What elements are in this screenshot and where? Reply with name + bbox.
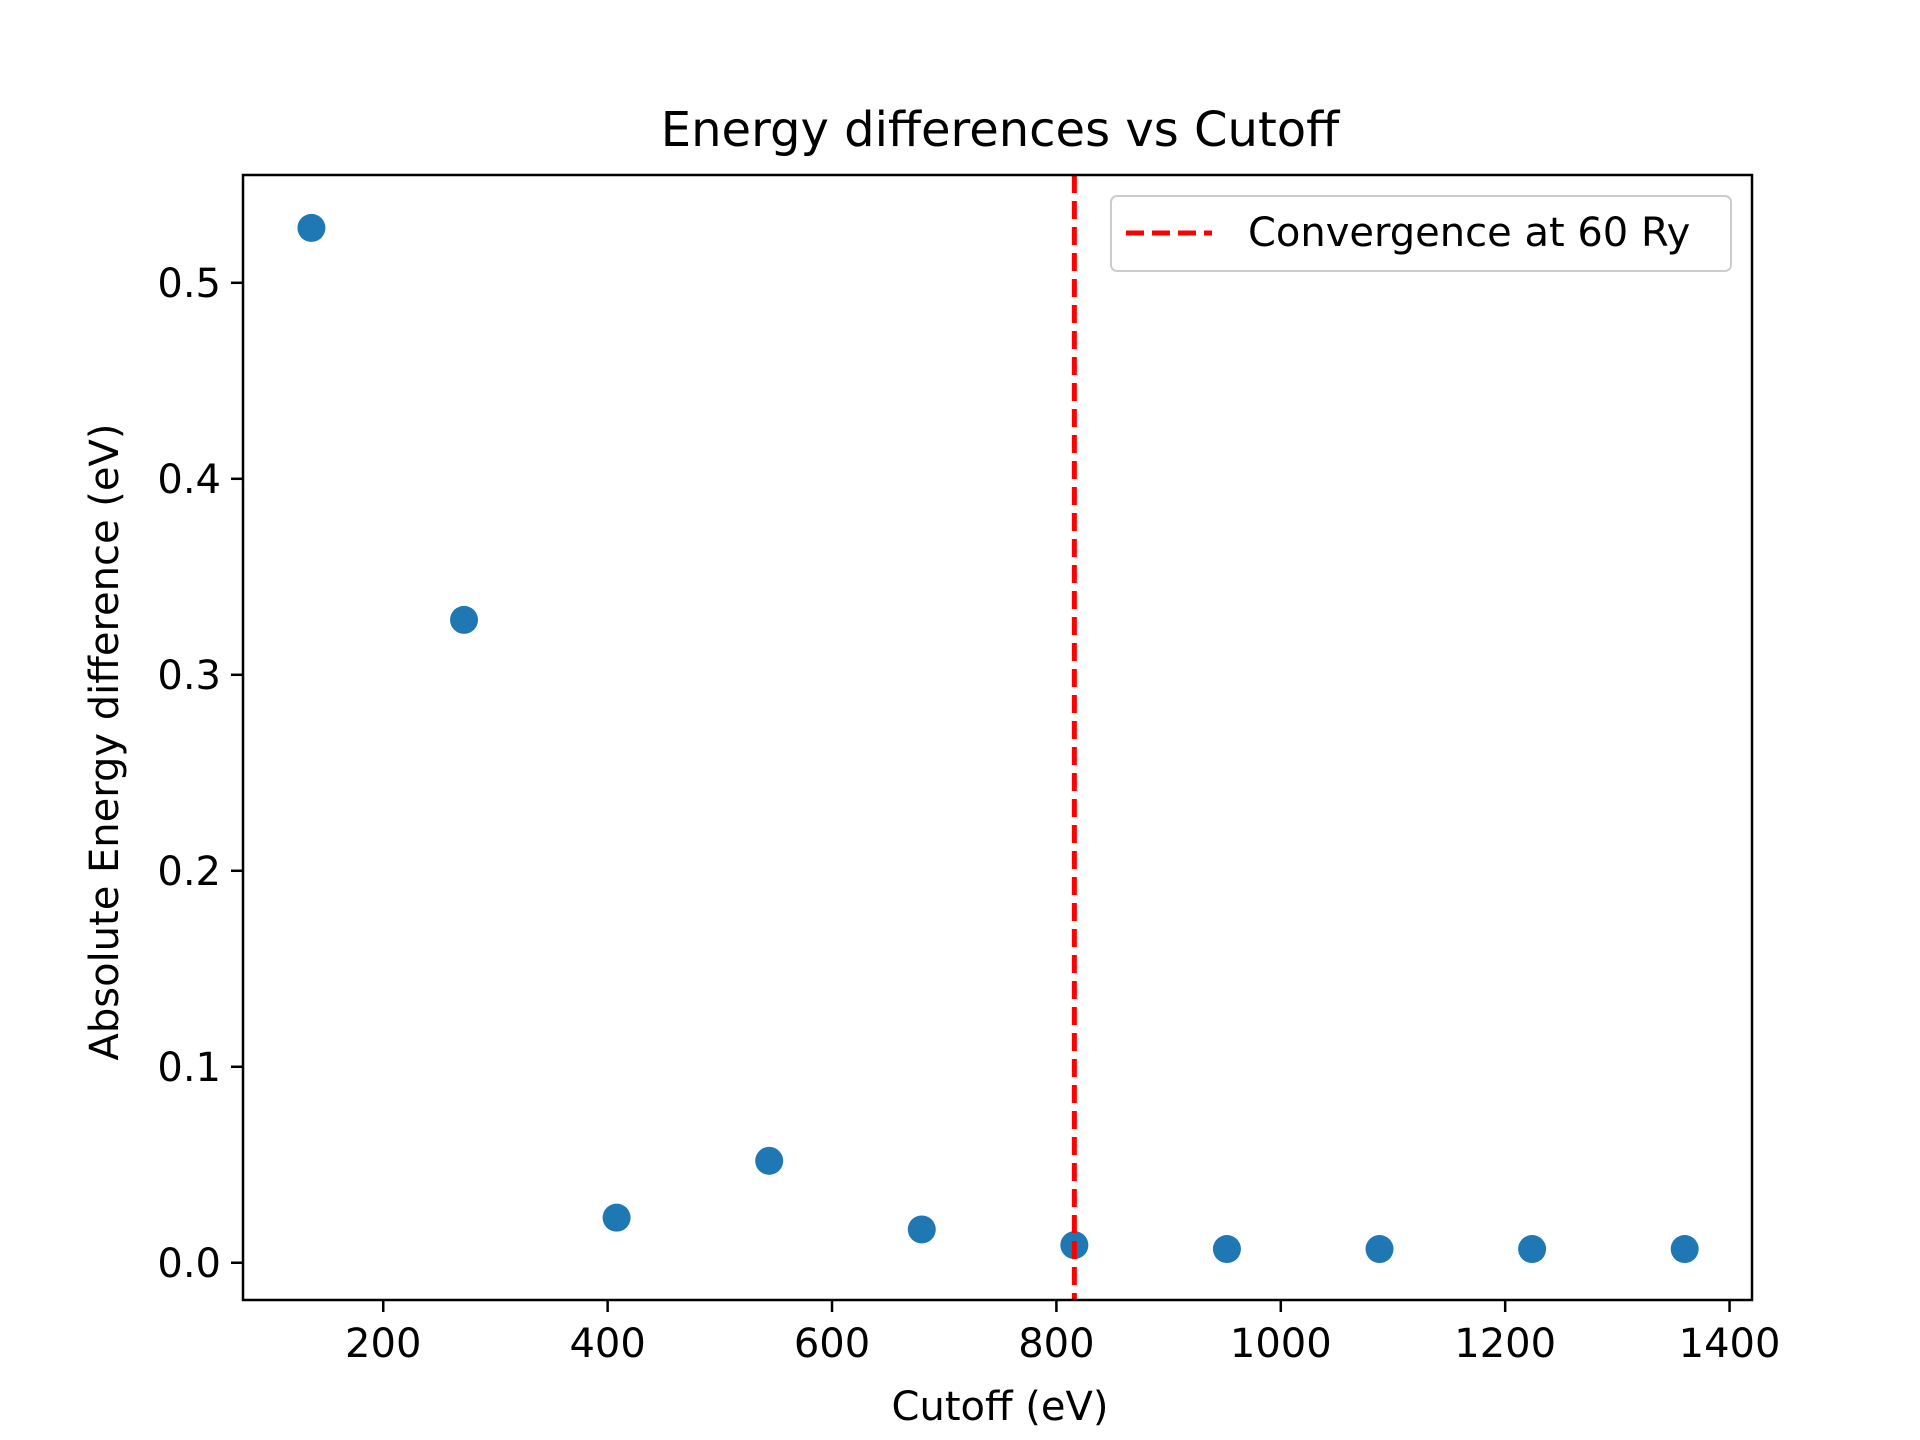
data-point xyxy=(450,605,479,634)
y-tick-label: 0.0 xyxy=(157,1241,221,1287)
plot-frame xyxy=(241,173,1754,1302)
data-point xyxy=(755,1146,784,1175)
y-axis-label: Absolute Energy difference (eV) xyxy=(82,424,128,1061)
chart-title: Energy differences vs Cutoff xyxy=(661,102,1340,158)
x-tick-label: 1000 xyxy=(1230,1321,1332,1367)
data-point xyxy=(297,213,326,242)
y-tick-label: 0.3 xyxy=(157,653,221,699)
legend: Convergence at 60 Ry xyxy=(1110,195,1732,272)
y-axis: 0.0 0.1 0.2 0.3 0.4 0.5 xyxy=(157,261,243,1287)
y-tick-label: 0.1 xyxy=(157,1045,221,1091)
y-tick-label: 0.5 xyxy=(157,261,221,307)
data-point xyxy=(1518,1235,1547,1264)
y-tick-label: 0.4 xyxy=(157,457,221,503)
data-point xyxy=(1670,1235,1699,1264)
data-point xyxy=(1365,1235,1394,1264)
x-axis-label: Cutoff (eV) xyxy=(892,1384,1109,1430)
data-point xyxy=(1212,1235,1241,1264)
y-tick-label: 0.2 xyxy=(157,849,221,895)
x-tick-label: 400 xyxy=(569,1321,645,1367)
plot-area xyxy=(241,173,1754,1302)
legend-label-vline: Convergence at 60 Ry xyxy=(1248,210,1690,256)
data-point xyxy=(907,1215,936,1244)
x-tick-label: 200 xyxy=(345,1321,421,1367)
x-tick-label: 1400 xyxy=(1679,1321,1781,1367)
x-tick-label: 1200 xyxy=(1454,1321,1556,1367)
x-axis: 200 400 600 800 1000 1200 1400 xyxy=(345,1300,1780,1367)
data-point xyxy=(602,1203,631,1232)
x-tick-label: 600 xyxy=(794,1321,870,1367)
legend-box xyxy=(1110,195,1732,272)
x-tick-label: 800 xyxy=(1018,1321,1094,1367)
